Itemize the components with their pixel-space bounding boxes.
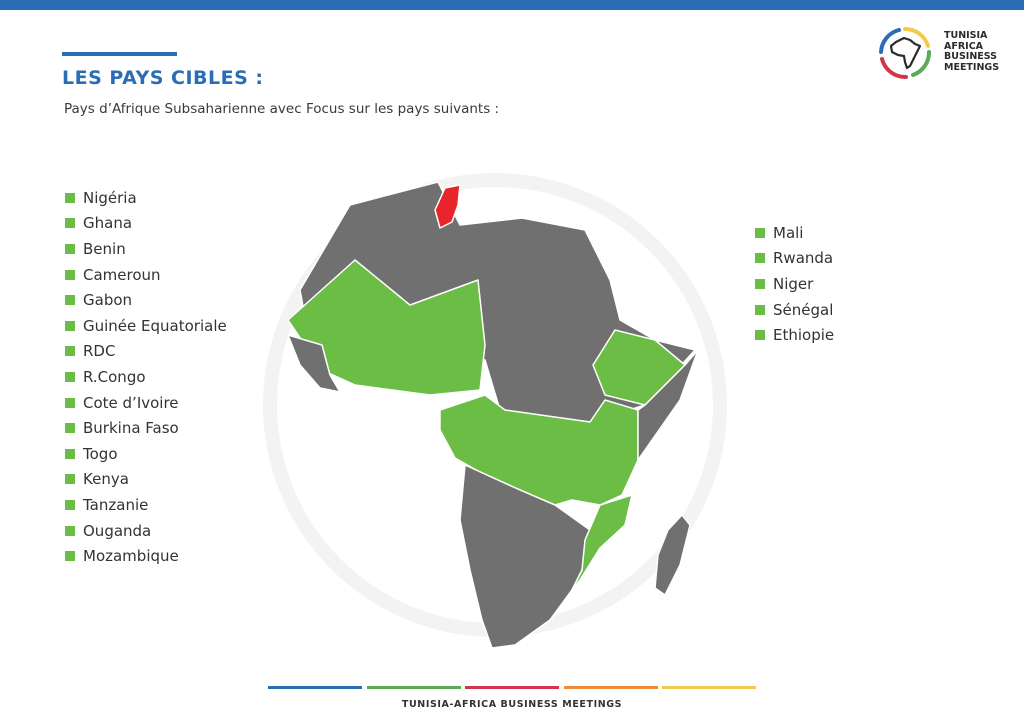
title-rule [62, 52, 177, 56]
list-item: RDC [65, 339, 227, 365]
list-item: Rwanda [755, 246, 834, 272]
footer-bar-red [465, 686, 559, 689]
bullet-icon [65, 218, 75, 229]
list-item: Ethiopie [755, 322, 834, 348]
list-item: Mali [755, 220, 834, 246]
footer-bar-blue [268, 686, 362, 689]
bullet-icon [755, 278, 765, 289]
bullet-icon [65, 243, 75, 254]
logo-wordmark: TUNISIA AFRICA BUSINESS MEETINGS [944, 30, 1000, 73]
west-africa-targets [287, 259, 486, 396]
bullet-icon [65, 525, 75, 536]
bullet-icon [65, 192, 75, 203]
bullet-icon [755, 330, 765, 341]
country-list-left: Nigéria Ghana Benin Cameroun Gabon Guiné… [65, 185, 227, 569]
list-item: Nigéria [65, 185, 227, 211]
bullet-icon [65, 269, 75, 280]
list-item: Benin [65, 236, 227, 262]
list-item: Kenya [65, 467, 227, 493]
list-item: Ghana [65, 211, 227, 237]
country-list-right: Mali Rwanda Niger Sénégal Ethiopie [755, 220, 834, 348]
southern-africa-region [459, 464, 591, 649]
bullet-icon [65, 295, 75, 306]
list-item: Togo [65, 441, 227, 467]
bullet-icon [65, 423, 75, 434]
africa-map [263, 173, 727, 649]
bullet-icon [65, 346, 75, 357]
list-item: R.Congo [65, 364, 227, 390]
list-item: Niger [755, 271, 834, 297]
africa-logo-icon [879, 26, 932, 80]
footer-bar-orange [563, 686, 658, 689]
horn-region [637, 349, 699, 461]
bullet-icon [755, 227, 765, 238]
bullet-icon [755, 253, 765, 264]
list-item: Tanzanie [65, 492, 227, 518]
country-tunisia [434, 184, 461, 229]
footer-bar-green [366, 686, 461, 689]
list-item: Ouganda [65, 518, 227, 544]
bullet-icon [65, 320, 75, 331]
footer-text: TUNISIA-AFRICA BUSINESS MEETINGS [401, 699, 623, 710]
bullet-icon [65, 371, 75, 382]
page-title: LES PAYS CIBLES : [62, 67, 264, 89]
list-item: Cameroun [65, 262, 227, 288]
bullet-icon [65, 499, 75, 510]
country-mozambique [571, 494, 633, 591]
bullet-icon [65, 397, 75, 408]
list-item: Guinée Equatoriale [65, 313, 227, 339]
bullet-icon [65, 474, 75, 485]
page-subtitle: Pays d’Afrique Subsaharienne avec Focus … [64, 101, 500, 117]
list-item: Gabon [65, 287, 227, 313]
bullet-icon [755, 304, 765, 315]
bullet-icon [65, 551, 75, 562]
bullet-icon [65, 448, 75, 459]
footer-color-bars [268, 686, 756, 689]
top-bar [0, 0, 1024, 10]
logo: TUNISIA AFRICA BUSINESS MEETINGS [877, 25, 1007, 85]
footer-bar-yellow [662, 686, 756, 689]
west-coast-region [287, 334, 341, 393]
list-item: Cote d’Ivoire [65, 390, 227, 416]
list-item: Mozambique [65, 543, 227, 569]
list-item: Sénégal [755, 297, 834, 323]
country-madagascar [654, 514, 691, 596]
list-item: Burkina Faso [65, 415, 227, 441]
